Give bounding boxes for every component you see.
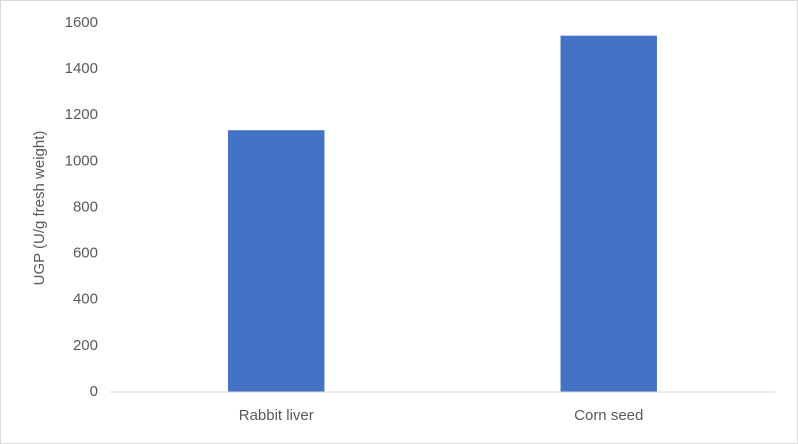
y-tick-label: 0	[90, 383, 98, 400]
y-tick-label: 1400	[65, 60, 98, 77]
y-tick-label: 600	[73, 245, 98, 262]
bar	[228, 130, 325, 392]
y-axis-label: UGP (U/g fresh weight)	[31, 131, 48, 286]
y-tick-label: 1000	[65, 152, 98, 169]
y-tick-label: 200	[73, 337, 98, 354]
y-tick-label: 400	[73, 291, 98, 308]
bar	[560, 35, 657, 392]
x-tick-label: Rabbit liver	[239, 407, 314, 424]
y-tick-label: 1200	[65, 106, 98, 123]
x-tick-label: Corn seed	[574, 407, 643, 424]
y-tick-label: 800	[73, 198, 98, 215]
y-tick-label: 1600	[65, 14, 98, 31]
